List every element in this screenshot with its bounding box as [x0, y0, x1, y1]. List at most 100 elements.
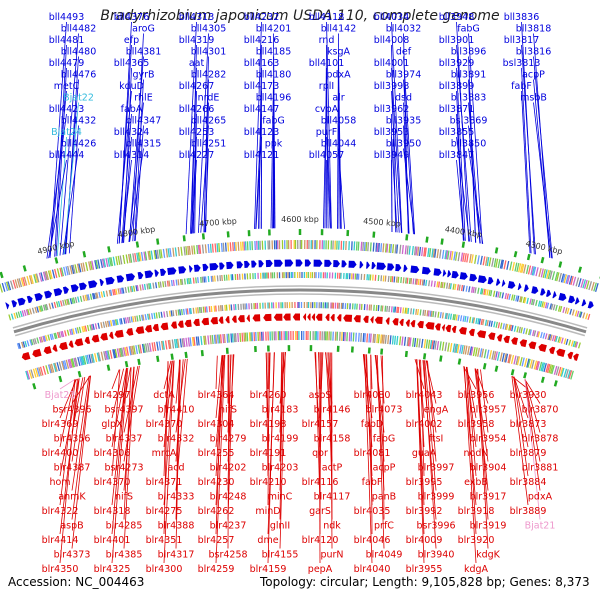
- reverse-cog-tick: [171, 339, 175, 349]
- gene-label: bsr4397: [104, 405, 143, 416]
- label-connector: [391, 136, 398, 233]
- forward-cog-tick: [479, 288, 483, 295]
- forward-cog-tick: [197, 277, 199, 284]
- gene-label: blr3930: [510, 390, 547, 401]
- reverse-cog-tick: [105, 350, 110, 360]
- forward-cog-tick: [221, 274, 223, 282]
- feature-marker: [372, 231, 376, 238]
- label-connector: [475, 368, 489, 462]
- reverse-cog-tick: [61, 360, 65, 370]
- forward-cog-tick: [423, 247, 426, 257]
- forward-cog-tick: [408, 277, 411, 284]
- forward-cog-tick: [506, 293, 510, 300]
- gene-label: bll3850: [451, 139, 487, 150]
- reverse-cog-tick: [143, 343, 146, 353]
- reverse-cog-tick: [158, 341, 162, 351]
- forward-cog-tick: [36, 306, 40, 313]
- reverse-cog-tick: [541, 362, 546, 372]
- reverse-cog-tick: [527, 328, 531, 336]
- forward-gene-arrow: [219, 262, 225, 270]
- forward-cog-tick: [29, 308, 33, 315]
- forward-gene-arrow: [209, 263, 219, 271]
- reverse-cog-tick: [567, 369, 571, 379]
- reverse-cog-tick: [248, 332, 251, 342]
- forward-cog-tick: [457, 252, 461, 262]
- reverse-cog-tick: [483, 349, 487, 359]
- gene-label: blr3957: [470, 405, 507, 416]
- forward-cog-tick: [51, 302, 54, 309]
- reverse-cog-tick: [515, 355, 519, 366]
- reverse-cog-tick: [488, 320, 491, 327]
- forward-cog-tick: [440, 281, 443, 288]
- forward-cog-tick: [482, 256, 486, 266]
- forward-cog-tick: [583, 279, 588, 289]
- gene-label: bll4058: [321, 116, 357, 127]
- gene-label: blr4285: [106, 521, 143, 532]
- gene-label: blr4369: [42, 419, 79, 430]
- label-connector: [464, 366, 477, 564]
- forward-cog-tick: [76, 263, 81, 273]
- reverse-gene-arrow: [252, 314, 261, 322]
- reverse-cog-tick: [146, 313, 150, 320]
- forward-cog-tick: [132, 253, 135, 263]
- forward-cog-tick: [154, 249, 158, 259]
- label-connector: [59, 379, 76, 390]
- gene-label: blr4279: [210, 434, 247, 445]
- reverse-cog-tick: [431, 340, 434, 350]
- kbp-tick-label: 4300 kbp: [525, 239, 564, 256]
- forward-cog-tick: [201, 244, 205, 254]
- forward-cog-tick: [580, 278, 585, 288]
- feature-marker: [422, 353, 427, 360]
- feature-marker: [82, 251, 87, 258]
- reverse-cog-tick: [73, 357, 77, 367]
- gene-label: bll3929: [439, 58, 475, 69]
- reverse-cog-tick: [429, 310, 432, 317]
- forward-cog-tick: [232, 242, 234, 252]
- reverse-cog-tick: [177, 309, 180, 316]
- forward-cog-tick: [582, 279, 587, 289]
- reverse-cog-tick: [40, 336, 44, 343]
- forward-cog-tick: [518, 263, 522, 273]
- gene-label: blr4333: [158, 492, 195, 503]
- reverse-gene-arrow: [410, 320, 416, 328]
- forward-cog-tick: [572, 276, 577, 286]
- reverse-cog-tick: [84, 325, 88, 332]
- reverse-cog-tick: [372, 333, 375, 343]
- forward-cog-tick: [195, 277, 197, 284]
- gene-label: bll3974: [386, 70, 422, 81]
- forward-cog-tick: [222, 242, 225, 252]
- forward-cog-tick: [436, 281, 439, 288]
- reverse-cog-tick: [186, 308, 189, 315]
- forward-cog-tick: [42, 271, 47, 281]
- reverse-gene-arrow: [315, 313, 323, 321]
- gene-label: ftsI: [429, 434, 444, 445]
- label-connector: [326, 21, 332, 229]
- forward-cog-tick: [218, 243, 221, 253]
- gene-label: blr4356: [54, 434, 91, 445]
- gene-label: bll4282: [191, 70, 227, 81]
- reverse-gene-arrow: [100, 332, 108, 341]
- forward-cog-tick: [135, 285, 138, 292]
- reverse-cog-tick: [555, 335, 558, 343]
- reverse-cog-tick: [221, 305, 224, 312]
- forward-cog-tick: [223, 274, 226, 281]
- reverse-cog-tick: [109, 320, 113, 327]
- forward-cog-tick: [100, 258, 104, 269]
- reverse-cog-tick: [510, 354, 515, 364]
- gene-label: blr4002: [406, 419, 443, 430]
- kbp-tick-label: 4500 kbp: [363, 217, 401, 229]
- label-connector: [279, 352, 283, 520]
- forward-cog-tick: [241, 241, 244, 251]
- reverse-cog-tick: [560, 367, 565, 377]
- label-connector: [521, 44, 536, 255]
- gene-label: blr3956: [458, 390, 495, 401]
- forward-cog-tick: [89, 261, 93, 271]
- reverse-cog-tick: [507, 354, 511, 364]
- label-connector: [456, 67, 466, 241]
- forward-cog-tick: [476, 255, 480, 265]
- reverse-cog-tick: [493, 351, 497, 361]
- gene-label: aspB: [60, 521, 83, 532]
- reverse-cog-tick: [469, 346, 473, 356]
- reverse-cog-tick: [113, 319, 116, 326]
- gene-label: blr4332: [158, 434, 195, 445]
